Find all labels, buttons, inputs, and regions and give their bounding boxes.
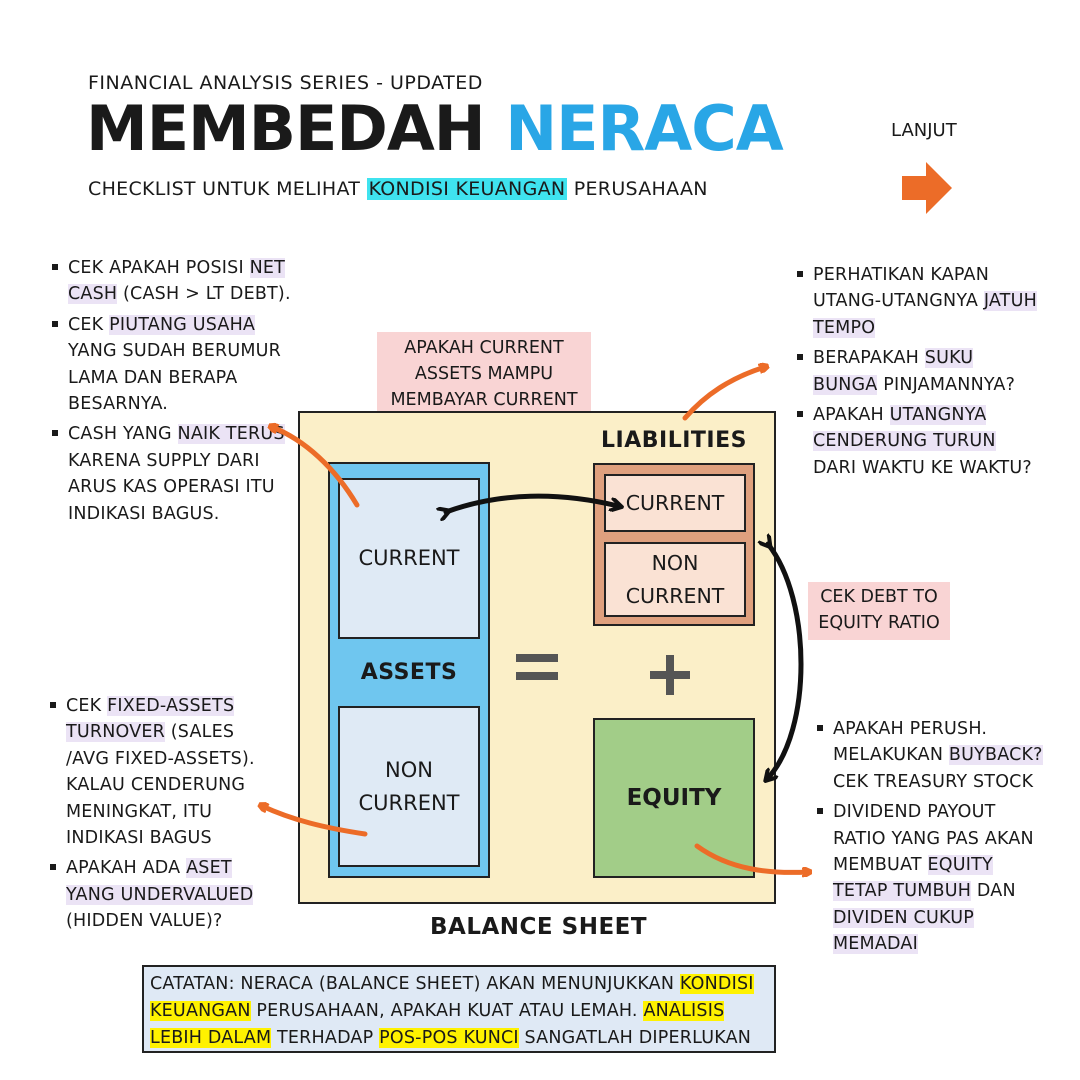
note-box: CATATAN: NERACA (BALANCE SHEET) AKAN MEN… <box>142 965 776 1053</box>
plus-icon <box>648 653 692 701</box>
list-item: BERAPAKAH SUKU BUNGA PINJAMANNYA? <box>797 345 1037 398</box>
list-item: CEK APAKAH POSISI NET CASH (CASH > LT DE… <box>52 255 292 308</box>
noncurrent-assets-box: NON CURRENT <box>338 706 480 867</box>
equals-icon <box>514 650 560 690</box>
subtitle-highlight: KONDISI KEUANGAN <box>366 178 568 200</box>
list-item: DIVIDEND PAYOUT RATIO YANG PAS AKAN MEMB… <box>817 799 1045 957</box>
title-part-1: MEMBEDAH <box>86 92 486 165</box>
right-top-checklist: PERHATIKAN KAPAN UTANG-UTANGNYA JATUH TE… <box>797 262 1037 485</box>
page-subtitle: CHECKLIST UNTUK MELIHAT KONDISI KEUANGAN… <box>88 178 708 200</box>
list-item: CEK PIUTANG USAHA YANG SUDAH BERUMUR LAM… <box>52 312 292 418</box>
noncurrent-liabilities-box: NON CURRENT <box>604 542 746 617</box>
orange-arrow-right-top <box>682 367 765 421</box>
orange-arrow-right-bottom <box>694 843 808 872</box>
balance-sheet-label: BALANCE SHEET <box>430 914 648 940</box>
list-item: PERHATIKAN KAPAN UTANG-UTANGNYA JATUH TE… <box>797 262 1037 341</box>
black-arrow-liab-equity <box>768 544 804 778</box>
list-item: APAKAH ADA ASET YANG UNDERVALUED (HIDDEN… <box>50 855 272 934</box>
list-item: APAKAH UTANGNYA CENDERUNG TURUN DARI WAK… <box>797 402 1037 481</box>
page-title: MEMBEDAH NERACA <box>86 98 784 160</box>
subtitle-text: CHECKLIST UNTUK MELIHAT <box>88 178 361 200</box>
list-item: CEK FIXED-ASSETS TURNOVER (SALES /AVG FI… <box>50 693 272 851</box>
equity-box: EQUITY <box>593 718 755 878</box>
next-label[interactable]: LANJUT <box>891 120 957 141</box>
left-top-checklist: CEK APAKAH POSISI NET CASH (CASH > LT DE… <box>52 255 292 531</box>
orange-arrow-left-top <box>272 427 360 508</box>
debt-to-equity-box: CEK DEBT TO EQUITY RATIO <box>808 582 950 640</box>
arrow-right-icon[interactable] <box>900 160 954 220</box>
orange-arrow-left-bottom <box>262 806 368 837</box>
series-label: FINANCIAL ANALYSIS SERIES - UPDATED <box>88 72 483 94</box>
liabilities-label: LIABILITIES <box>601 428 747 453</box>
assets-label: ASSETS <box>360 660 458 685</box>
black-arrow-current <box>446 493 618 512</box>
right-bottom-checklist: APAKAH PERUSH. MELAKUKAN BUYBACK? CEK TR… <box>817 716 1045 962</box>
current-liabilities-box: CURRENT <box>604 474 746 532</box>
title-part-2: NERACA <box>505 92 783 165</box>
left-bottom-checklist: CEK FIXED-ASSETS TURNOVER (SALES /AVG FI… <box>50 693 272 939</box>
list-item: APAKAH PERUSH. MELAKUKAN BUYBACK? CEK TR… <box>817 716 1045 795</box>
list-item: CASH YANG NAIK TERUS KARENA SUPPLY DARI … <box>52 421 292 527</box>
subtitle-text-end: PERUSAHAAN <box>573 178 708 200</box>
